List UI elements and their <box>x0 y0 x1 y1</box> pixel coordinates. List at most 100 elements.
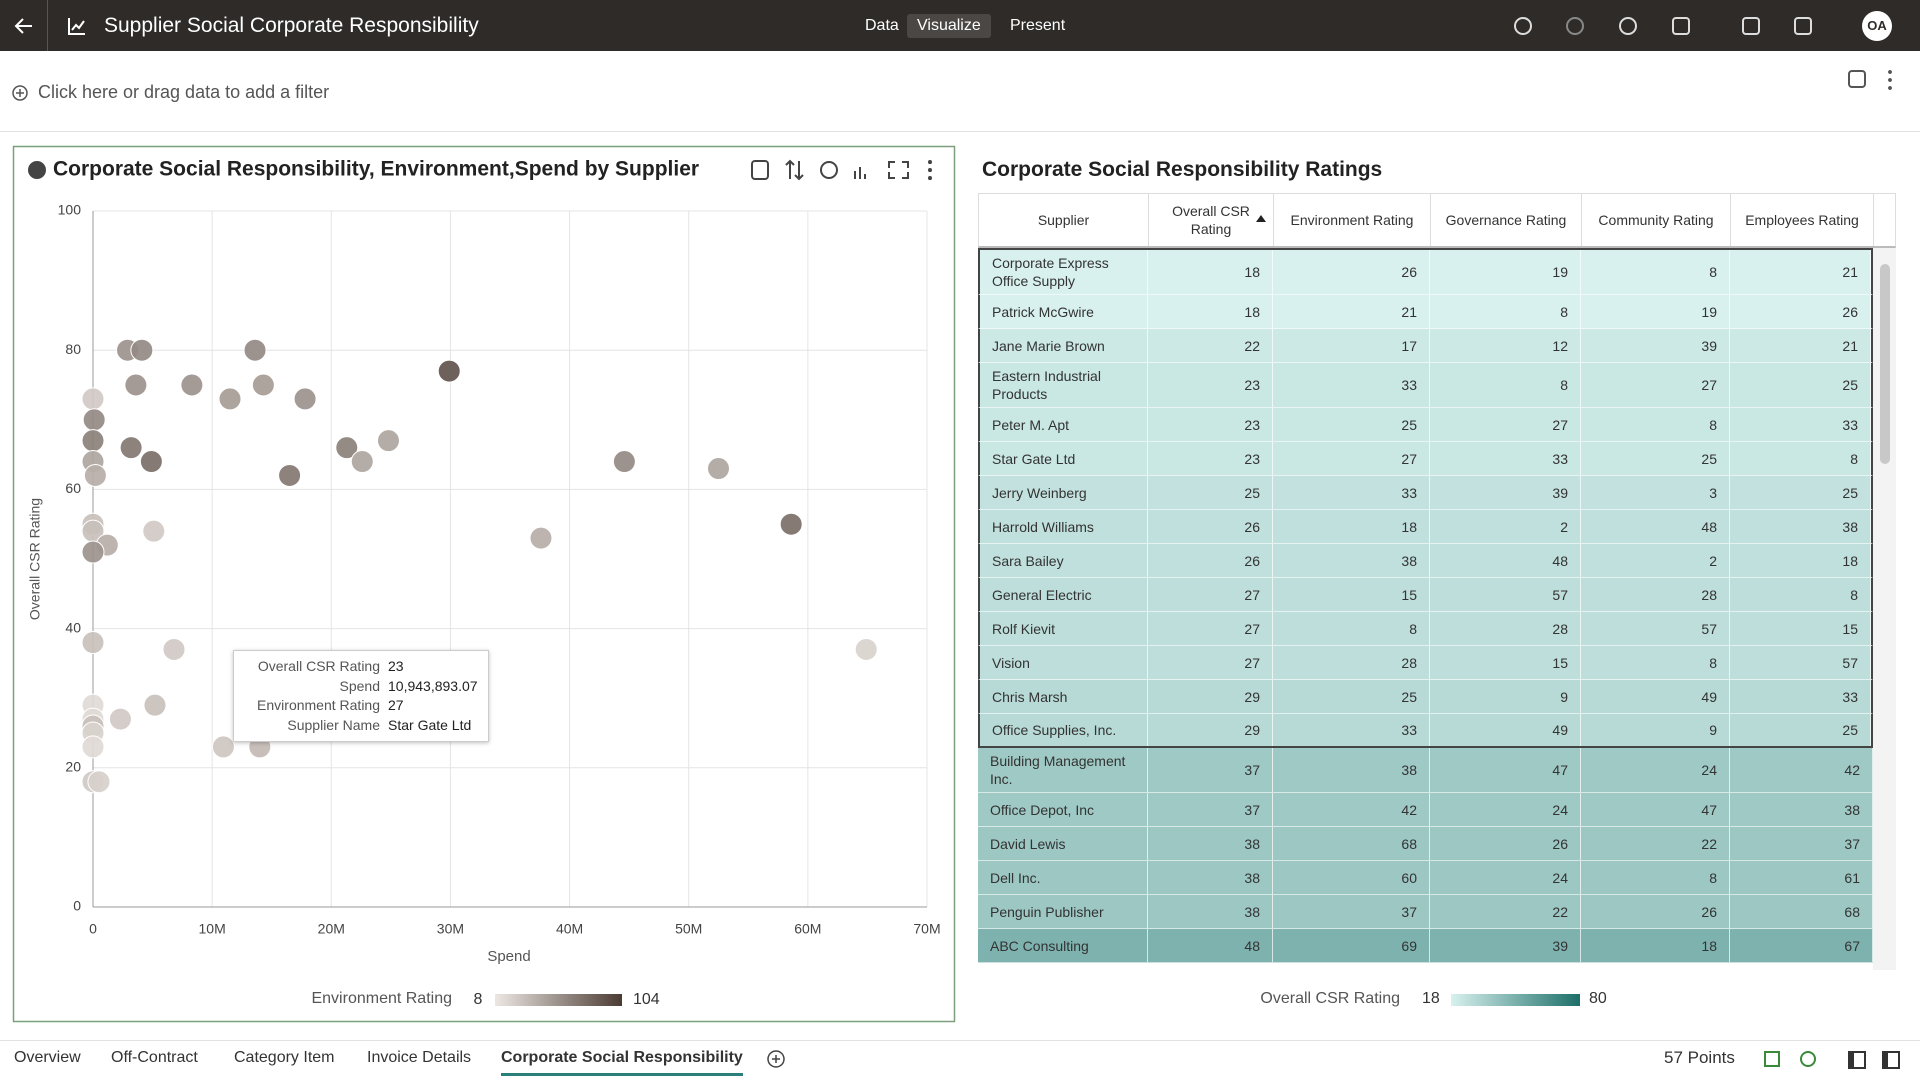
table-row[interactable]: Patrick McGwire 18 21 8 19 26 <box>978 295 1873 329</box>
table-cell: 38 <box>1730 510 1871 543</box>
filter-placeholder[interactable]: Click here or drag data to add a filter <box>38 82 330 102</box>
x-tick-label: 40M <box>556 921 583 937</box>
table-row[interactable]: Chris Marsh 29 25 9 49 33 <box>978 680 1873 714</box>
table-row[interactable]: Vision 27 28 15 8 57 <box>978 646 1873 680</box>
y-tick-label: 100 <box>58 202 82 218</box>
data-point <box>376 429 400 453</box>
refresh-icon[interactable] <box>1764 1051 1780 1067</box>
table-cell: Patrick McGwire <box>980 295 1148 328</box>
table-cell: 33 <box>1273 363 1430 407</box>
column-header[interactable]: Employees Rating <box>1731 194 1874 246</box>
maximize-icon[interactable] <box>888 161 909 179</box>
table-cell: ABC Consulting <box>978 929 1148 962</box>
column-header[interactable]: Overall CSR Rating <box>1149 194 1274 246</box>
table-row[interactable]: Corporate Express Office Supply 18 26 19 8 21 <box>978 248 1873 295</box>
table-row[interactable]: Sara Bailey 26 38 48 2 18 <box>978 544 1873 578</box>
target-icon[interactable] <box>820 161 838 179</box>
table-row[interactable]: Dell Inc. 38 60 24 8 61 <box>978 861 1873 895</box>
column-header[interactable]: Governance Rating <box>1431 194 1582 246</box>
canvas-tab[interactable]: Overview <box>14 1049 81 1066</box>
data-point <box>437 359 461 383</box>
tooltip-key: Environment Rating <box>257 697 380 713</box>
table-cell: 27 <box>1273 442 1430 475</box>
column-header[interactable]: Community Rating <box>1582 194 1731 246</box>
canvas-tab[interactable]: Invoice Details <box>367 1049 472 1066</box>
tooltip-key: Spend <box>339 677 380 694</box>
comments-icon[interactable] <box>1672 17 1690 35</box>
canvas-tab[interactable]: Corporate Social Responsibility <box>501 1049 743 1076</box>
table-cell: Sara Bailey <box>980 544 1148 577</box>
data-point <box>162 637 186 661</box>
table-row[interactable]: Harrold Williams 26 18 2 48 38 <box>978 510 1873 544</box>
table-cell: 69 <box>1273 929 1430 962</box>
table-cell: Jane Marie Brown <box>980 329 1148 362</box>
table-row[interactable]: ABC Consulting 48 69 39 18 67 <box>978 929 1873 963</box>
table-row[interactable]: Office Depot, Inc 37 42 24 47 38 <box>978 793 1873 827</box>
mode-tab[interactable]: Visualize <box>907 14 991 38</box>
preview-icon[interactable] <box>1742 17 1760 35</box>
add-filter-icon[interactable] <box>12 85 28 101</box>
redo-icon[interactable] <box>1566 17 1584 35</box>
scrollbar-thumb[interactable] <box>1880 264 1890 464</box>
table-row[interactable]: Rolf Kievit 27 8 28 57 15 <box>978 612 1873 646</box>
table-cell: 26 <box>1148 510 1273 543</box>
table-cell: 42 <box>1730 748 1873 792</box>
properties-icon[interactable] <box>751 160 769 180</box>
data-point <box>81 540 105 564</box>
data-point <box>529 526 553 550</box>
table-cell: 3 <box>1581 476 1730 509</box>
table-cell: 8 <box>1273 612 1430 645</box>
user-avatar[interactable]: OA <box>1862 11 1892 41</box>
table-cell: 25 <box>1273 680 1430 713</box>
table-cell: 12 <box>1430 329 1581 362</box>
table-cell: 22 <box>1430 895 1581 928</box>
narrate-icon[interactable] <box>1619 17 1637 35</box>
table-row[interactable]: Eastern Industrial Products 23 33 8 27 25 <box>978 363 1873 408</box>
y-tick-label: 40 <box>65 619 81 635</box>
table-cell: Star Gate Ltd <box>980 442 1148 475</box>
mode-tab[interactable]: Present <box>1010 17 1066 34</box>
column-header[interactable]: Supplier <box>979 194 1149 246</box>
mode-tab[interactable]: Data <box>865 17 899 34</box>
filter-settings-icon[interactable] <box>1848 70 1866 88</box>
table-cell: 57 <box>1730 646 1871 679</box>
table-row[interactable]: Office Supplies, Inc. 29 33 49 9 25 <box>978 714 1873 748</box>
data-point <box>108 707 132 731</box>
table-row[interactable]: Star Gate Ltd 23 27 33 25 8 <box>978 442 1873 476</box>
table-cell: 15 <box>1273 578 1430 611</box>
table-row[interactable]: General Electric 27 15 57 28 8 <box>978 578 1873 612</box>
sort-indicator <box>1256 215 1266 222</box>
table-row[interactable]: Jane Marie Brown 22 17 12 39 21 <box>978 329 1873 363</box>
save-icon[interactable] <box>1794 17 1812 35</box>
panel-icon[interactable] <box>1882 1051 1900 1069</box>
table-row[interactable]: Jerry Weinberg 25 33 39 3 25 <box>978 476 1873 510</box>
panel-icon[interactable] <box>1848 1051 1866 1069</box>
table-row[interactable]: David Lewis 38 68 26 22 37 <box>978 827 1873 861</box>
table-body: Corporate Express Office Supply 18 26 19 8 21… <box>978 248 1873 970</box>
analytics-icon[interactable] <box>854 167 866 179</box>
data-point <box>251 373 275 397</box>
more-icon[interactable] <box>1888 68 1892 90</box>
x-tick-label: 0 <box>89 921 97 937</box>
sort-icon[interactable] <box>785 159 804 181</box>
table-cell: 29 <box>1148 680 1273 713</box>
table-row[interactable]: Penguin Publisher 38 37 22 26 68 <box>978 895 1873 929</box>
table-cell: 26 <box>1581 895 1730 928</box>
table-cell: Office Depot, Inc <box>978 793 1148 826</box>
table-cell: 38 <box>1148 895 1273 928</box>
table-cell: 8 <box>1730 442 1871 475</box>
table-cell: 38 <box>1730 793 1873 826</box>
data-point <box>211 735 235 759</box>
plot-area: 0 20 40 60 80 100 0 10M 20M 30M 40M 50M 60M 70M <box>58 202 941 937</box>
column-header[interactable]: Environment Rating <box>1274 194 1431 246</box>
scrollbar[interactable] <box>1873 248 1896 970</box>
auto-apply-icon[interactable] <box>1800 1051 1816 1067</box>
table-row[interactable]: Peter M. Apt 23 25 27 8 33 <box>978 408 1873 442</box>
table-cell: 8 <box>1581 646 1730 679</box>
add-canvas-icon[interactable] <box>766 1049 786 1069</box>
canvas-tab[interactable]: Category Item <box>234 1049 335 1066</box>
back-icon[interactable] <box>12 14 36 38</box>
undo-icon[interactable] <box>1514 17 1532 35</box>
canvas-tab[interactable]: Off-Contract <box>111 1049 198 1066</box>
table-row[interactable]: Building Management Inc. 37 38 47 24 42 <box>978 748 1873 793</box>
